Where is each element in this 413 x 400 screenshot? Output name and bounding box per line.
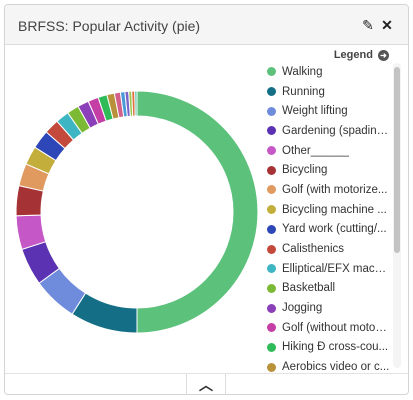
legend-swatch bbox=[267, 106, 276, 116]
legend-label: Gardening (spading... bbox=[282, 124, 390, 137]
legend-swatch bbox=[267, 303, 276, 313]
pencil-icon[interactable]: ✎ bbox=[362, 17, 374, 33]
donut-slice-21[interactable] bbox=[134, 90, 138, 117]
widget-panel: BRFSS: Popular Activity (pie) ✎ ✕ Legend… bbox=[4, 4, 409, 395]
chart-area bbox=[5, 45, 408, 373]
scrollbar-thumb[interactable] bbox=[394, 67, 400, 253]
legend-item[interactable]: Bicycling bbox=[267, 160, 391, 180]
legend-label: Weight lifting bbox=[282, 105, 348, 118]
legend-swatch bbox=[267, 87, 276, 97]
donut-chart bbox=[15, 90, 259, 334]
legend-item[interactable]: Bicycling machine ... bbox=[267, 200, 391, 220]
legend-label: Running bbox=[282, 85, 325, 98]
legend-label: Bicycling bbox=[282, 164, 328, 177]
legend-swatch bbox=[267, 362, 276, 372]
legend-swatch bbox=[267, 264, 276, 274]
legend-label: Other______ bbox=[282, 144, 350, 157]
legend-item[interactable]: Jogging bbox=[267, 298, 391, 318]
legend-swatch bbox=[267, 67, 276, 77]
legend-item[interactable]: Other______ bbox=[267, 141, 391, 161]
legend-swatch bbox=[267, 205, 276, 215]
legend-label: Basketball bbox=[282, 282, 336, 295]
legend-item[interactable]: Golf (with motorize... bbox=[267, 180, 391, 200]
legend-swatch bbox=[267, 342, 276, 352]
donut-slice-0[interactable] bbox=[136, 90, 259, 334]
legend-swatch bbox=[267, 283, 276, 293]
legend-item[interactable]: Calisthenics bbox=[267, 239, 391, 259]
legend-swatch bbox=[267, 244, 276, 254]
legend-swatch bbox=[267, 224, 276, 234]
legend-toggle[interactable]: Legend ➜ bbox=[334, 49, 389, 61]
legend-item[interactable]: Aerobics video or c... bbox=[267, 357, 391, 373]
legend-scrollbar[interactable] bbox=[393, 63, 401, 368]
legend-item[interactable]: Golf (without motori... bbox=[267, 318, 391, 338]
panel-footer: ︿ bbox=[5, 373, 408, 394]
panel-title: BRFSS: Popular Activity (pie) bbox=[18, 18, 201, 34]
legend-item[interactable]: Hiking Ð cross-cou... bbox=[267, 338, 391, 358]
legend-swatch bbox=[267, 323, 276, 333]
legend-swatch bbox=[267, 146, 276, 156]
legend-item[interactable]: Weight lifting bbox=[267, 101, 391, 121]
legend-swatch bbox=[267, 165, 276, 175]
legend-item[interactable]: Running bbox=[267, 82, 391, 102]
legend-toggle-label: Legend bbox=[333, 49, 373, 61]
legend-label: Walking bbox=[282, 65, 323, 78]
panel-header: BRFSS: Popular Activity (pie) ✎ ✕ bbox=[5, 5, 408, 45]
legend-label: Aerobics video or c... bbox=[282, 361, 390, 373]
circle-arrow-right-icon: ➜ bbox=[378, 49, 389, 61]
legend-label: Jogging bbox=[282, 302, 323, 315]
legend-label: Bicycling machine ... bbox=[282, 203, 387, 216]
close-icon[interactable]: ✕ bbox=[381, 17, 393, 33]
legend-item[interactable]: Yard work (cutting/... bbox=[267, 220, 391, 240]
legend-item[interactable]: Elliptical/EFX machi... bbox=[267, 259, 391, 279]
legend-label: Golf (without motori... bbox=[282, 321, 390, 334]
legend-item[interactable]: Gardening (spading... bbox=[267, 121, 391, 141]
legend-label: Hiking Ð cross-cou... bbox=[282, 341, 389, 354]
legend-label: Calisthenics bbox=[282, 243, 344, 256]
chevron-up-icon[interactable]: ︿ bbox=[186, 374, 226, 394]
legend-label: Yard work (cutting/... bbox=[282, 223, 387, 236]
legend-swatch bbox=[267, 126, 276, 136]
legend-item[interactable]: Walking bbox=[267, 62, 391, 82]
legend-label: Elliptical/EFX machi... bbox=[282, 262, 390, 275]
legend-item[interactable]: Basketball bbox=[267, 279, 391, 299]
legend-list: Walking Running Weight lifting Gardening (s… bbox=[267, 62, 391, 373]
legend-label: Golf (with motorize... bbox=[282, 183, 388, 196]
legend-swatch bbox=[267, 185, 276, 195]
